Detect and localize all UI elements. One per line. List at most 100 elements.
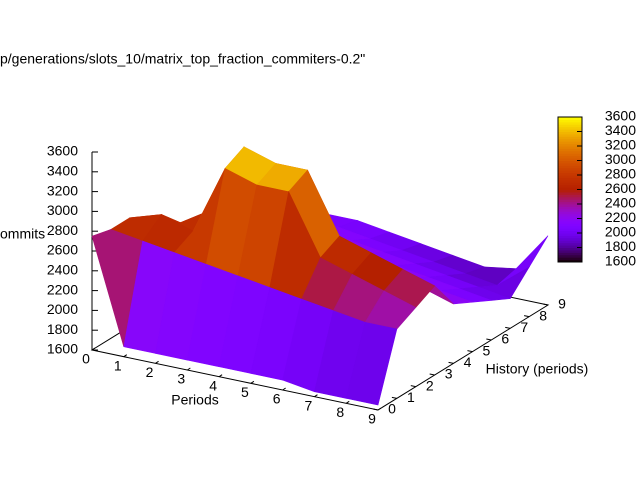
colorbar-stripe — [558, 218, 582, 222]
y-tick — [391, 396, 397, 399]
colorbar-stripe — [558, 240, 582, 244]
colorbar-stripe — [558, 121, 582, 125]
x-tick — [250, 380, 255, 384]
y-tick — [486, 338, 492, 341]
x-tick-label: 5 — [241, 384, 249, 400]
colorbar-tick-label: 3600 — [605, 108, 636, 124]
colorbar-stripe — [558, 184, 582, 188]
colorbar-tick-label: 1600 — [605, 253, 636, 269]
colorbar-stripe — [558, 230, 582, 234]
colorbar-stripe — [558, 160, 582, 164]
y-tick-label: 8 — [539, 307, 547, 323]
z-axis-label: ommits — [0, 226, 45, 242]
z-tick-label: 3200 — [47, 182, 78, 198]
z-tick-label: 1800 — [47, 321, 78, 337]
y-tick — [448, 361, 454, 364]
colorbar-stripe — [558, 259, 582, 263]
colorbar-tick-label: 2600 — [605, 180, 636, 196]
y-tick — [372, 408, 379, 411]
colorbar-stripe — [558, 177, 582, 181]
colorbar-tick-label: 3000 — [605, 151, 636, 167]
colorbar-stripe — [558, 172, 582, 176]
x-axis-label: Periods — [171, 392, 218, 408]
colorbar-stripe — [558, 170, 582, 174]
colorbar-stripe — [558, 233, 582, 236]
y-tick-label: 3 — [445, 366, 453, 382]
y-tick — [429, 373, 435, 376]
colorbar-stripe — [558, 131, 582, 135]
y-tick — [524, 315, 530, 318]
colorbar-stripe — [558, 235, 582, 239]
colorbar-stripe — [558, 247, 582, 251]
y-tick — [467, 350, 473, 353]
z-tick-label: 1600 — [47, 341, 78, 357]
colorbar-stripe — [558, 206, 582, 210]
x-tick — [187, 367, 191, 371]
colorbar-stripe — [558, 146, 582, 149]
x-tick-label: 1 — [114, 357, 122, 373]
y-tick — [410, 385, 416, 388]
colorbar-stripe — [558, 124, 582, 128]
colorbar-stripe — [558, 126, 582, 130]
colorbar-stripe — [558, 136, 582, 140]
y-tick — [542, 303, 549, 306]
x-tick — [282, 387, 286, 391]
colorbar-stripe — [558, 196, 582, 200]
x-tick — [91, 347, 96, 351]
colorbar-stripe — [558, 249, 582, 253]
colorbar-stripe — [558, 225, 582, 229]
x-tick — [345, 400, 350, 404]
z-tick-label: 2000 — [47, 301, 78, 317]
y-tick-label: 7 — [520, 319, 528, 335]
colorbar-stripe — [558, 129, 582, 132]
x-tick — [314, 394, 318, 398]
colorbar-stripe — [558, 133, 582, 137]
colorbar-stripe — [558, 153, 582, 157]
colorbar-stripe — [558, 245, 582, 248]
colorbar-stripe — [558, 175, 582, 178]
x-tick-label: 4 — [209, 377, 217, 393]
x-tick-label: 0 — [82, 351, 90, 367]
x-tick-label: 6 — [273, 391, 281, 407]
colorbar-tick-label: 2800 — [605, 166, 636, 182]
y-tick-label: 4 — [464, 354, 472, 370]
colorbar-stripe — [558, 228, 582, 232]
x-tick — [377, 407, 382, 411]
z-tick-label: 2800 — [47, 222, 78, 238]
colorbar-tick-label: 3200 — [605, 137, 636, 153]
colorbar-stripe — [558, 242, 582, 246]
colorbar-stripe — [558, 155, 582, 159]
colorbar-stripe — [558, 143, 582, 147]
colorbar-stripe — [558, 252, 582, 256]
surface-patch — [345, 322, 398, 406]
z-tick-label: 2600 — [47, 242, 78, 258]
colorbar-stripe — [558, 148, 582, 152]
colorbar-stripe — [558, 119, 582, 123]
x-tick — [155, 360, 159, 364]
colorbar-tick-label: 3400 — [605, 122, 636, 138]
colorbar-stripe — [558, 158, 582, 161]
colorbar-stripe — [558, 138, 582, 142]
y-tick-label: 5 — [483, 342, 491, 358]
colorbar-stripe — [558, 187, 582, 190]
colorbar-stripe — [558, 165, 582, 169]
y-axis-label: History (periods) — [486, 361, 589, 377]
colorbar-stripe — [558, 208, 582, 212]
colorbar-stripe — [558, 182, 582, 186]
colorbar-stripe — [558, 213, 582, 217]
colorbar-tick-label: 2000 — [605, 224, 636, 240]
z-tick-label: 3600 — [47, 143, 78, 159]
colorbar-stripe — [558, 150, 582, 154]
colorbar-stripe — [558, 141, 582, 145]
colorbar-stripe — [558, 257, 582, 261]
x-tick-label: 3 — [177, 371, 185, 387]
chart-title: p/generations/slots_10/matrix_top_fracti… — [0, 51, 365, 67]
colorbar-stripe — [558, 194, 582, 198]
y-tick-label: 6 — [501, 331, 509, 347]
colorbar-stripe — [558, 201, 582, 205]
colorbar-stripe — [558, 162, 582, 166]
colorbar-stripe — [558, 237, 582, 241]
colorbar-tick-label: 2200 — [605, 209, 636, 225]
colorbar-stripe — [558, 220, 582, 224]
